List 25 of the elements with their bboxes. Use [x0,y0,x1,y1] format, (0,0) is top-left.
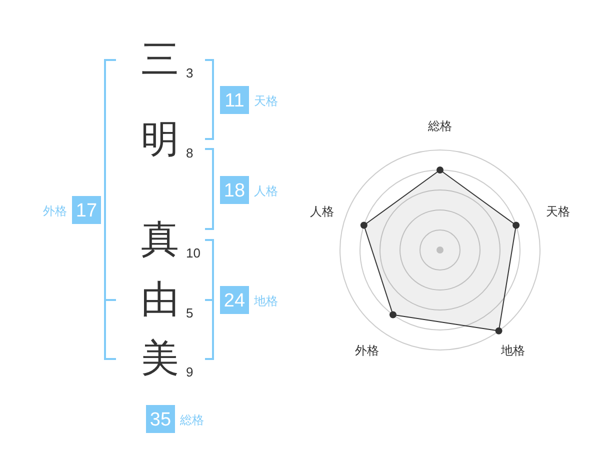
data-label: 10 [186,246,200,260]
spoke-label: 総格 [427,119,452,133]
data-label: 35 [150,410,172,430]
category-label: 外格 [43,204,67,218]
category-label: 由 [141,279,179,321]
data-label: 24 [224,290,246,312]
data-label: 11 [224,90,244,112]
category-label: 美 [141,338,179,380]
data-label: 18 [224,180,246,202]
category-label: 明 [141,119,179,161]
data-label: 8 [186,146,194,160]
category-label: 総格 [179,413,204,427]
category-label: 真 [141,219,179,261]
category-label: 人格 [254,184,278,198]
category-label: 地格 [253,294,278,308]
category-label: 三 [141,39,179,81]
data-label: 3 [186,66,194,80]
data-label: 9 [186,364,194,380]
data-label: 5 [186,306,194,320]
data-label: 17 [76,200,98,222]
spoke-label: 地格 [500,343,525,358]
spoke-label: 外格 [355,343,380,358]
spoke-label: 天格 [546,204,570,219]
spoke-label: 人格 [310,204,334,219]
category-label: 天格 [254,94,278,108]
